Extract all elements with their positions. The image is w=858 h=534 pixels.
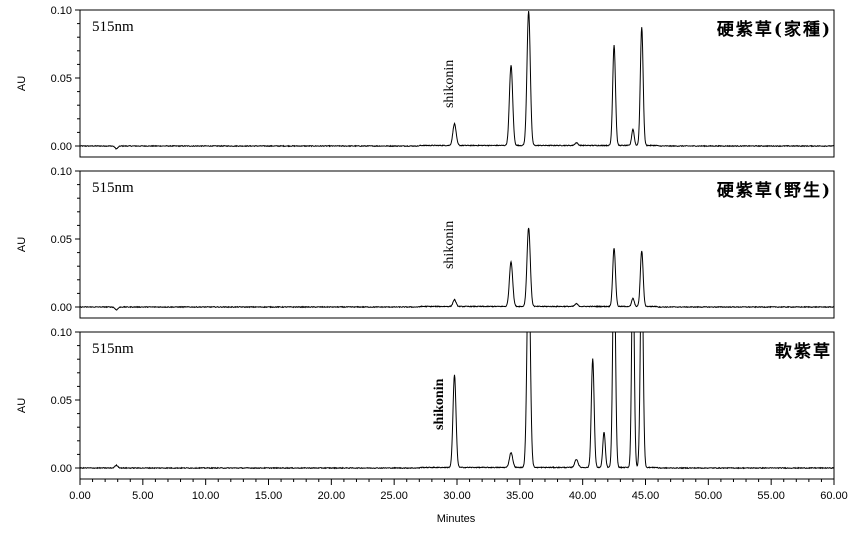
- panel-1: 0.00 0.05 0.10 AU 515nm 硬紫草(家種) shikonin: [16, 5, 835, 158]
- y-tick-label: 0.05: [51, 73, 72, 85]
- x-tick-label: 35.00: [506, 490, 534, 502]
- wavelength-label: 515nm: [92, 180, 134, 196]
- x-tick-label: 55.00: [757, 490, 785, 502]
- wavelength-label: 515nm: [92, 19, 134, 35]
- y-tick-label: 0.10: [51, 327, 72, 339]
- wavelength-label: 515nm: [92, 341, 134, 357]
- x-tick-label: 10.00: [192, 490, 220, 502]
- y-tick-label: 0.05: [51, 234, 72, 246]
- x-tick-label: 30.00: [443, 490, 471, 502]
- panel-3: 0.00 0.05 0.10 AU 515nm 軟紫草 shikonin: [16, 327, 835, 480]
- x-tick-label: 50.00: [695, 490, 723, 502]
- x-tick-label: 15.00: [255, 490, 283, 502]
- panel-title: 硬紫草(家種): [717, 19, 832, 40]
- panel-title: 硬紫草(野生): [717, 180, 832, 201]
- x-tick-label: 60.00: [820, 490, 848, 502]
- y-axis-title: AU: [16, 76, 28, 91]
- x-tick-label: 5.00: [132, 490, 153, 502]
- x-tick-label: 20.00: [318, 490, 346, 502]
- x-tick-label: 40.00: [569, 490, 597, 502]
- y-tick-label: 0.05: [51, 395, 72, 407]
- y-axis-title: AU: [16, 237, 28, 252]
- chromatogram-trace: [80, 227, 834, 311]
- peak-label-shikonin: shikonin: [442, 221, 457, 269]
- panel-frame: [79, 9, 835, 158]
- x-tick-label: 25.00: [380, 490, 408, 502]
- panel-frame: [79, 331, 835, 480]
- y-axis-title: AU: [16, 398, 28, 413]
- chromatogram-trace: [80, 10, 834, 150]
- y-tick-label: 0.00: [51, 302, 72, 314]
- peak-label-shikonin: shikonin: [442, 60, 457, 108]
- x-axis-title: Minutes: [437, 513, 476, 525]
- y-tick-label: 0.10: [51, 166, 72, 178]
- panel-2: 0.00 0.05 0.10 AU 515nm 硬紫草(野生) shikonin: [16, 166, 835, 319]
- chromatogram-trace: [80, 332, 834, 470]
- x-tick-label: 0.00: [69, 490, 90, 502]
- peak-label-shikonin: shikonin: [432, 378, 447, 430]
- x-tick-label: 45.00: [632, 490, 660, 502]
- panel-title: 軟紫草: [775, 341, 832, 362]
- panel-frame: [79, 170, 835, 319]
- y-tick-label: 0.10: [51, 5, 72, 17]
- x-axis: 0.00 5.00 10.00 15.00 20.00 25.00 30.00 35.00 40…: [69, 479, 848, 502]
- y-tick-label: 0.00: [51, 463, 72, 475]
- y-tick-label: 0.00: [51, 141, 72, 153]
